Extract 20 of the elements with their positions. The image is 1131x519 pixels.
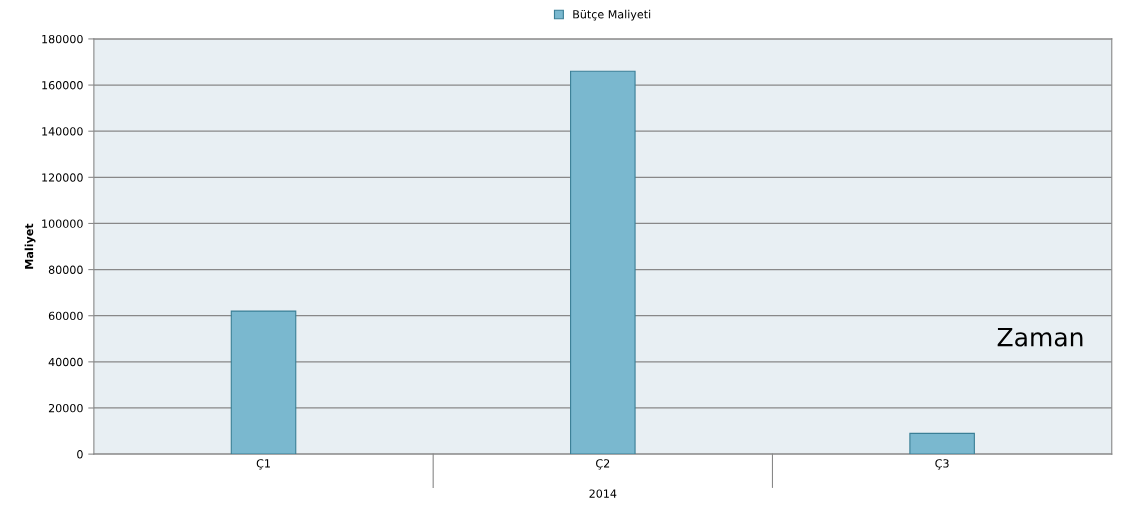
y-tick-label: 100000: [42, 219, 83, 228]
legend-label: Bütçe Maliyeti: [573, 9, 651, 21]
y-tick-label: 40000: [48, 357, 83, 367]
annotation: Zaman: [997, 327, 1083, 347]
x-axis-title: 2014: [589, 489, 617, 498]
y-tick-label: 140000: [42, 127, 83, 136]
bar: [230, 310, 297, 455]
y-tick-label: 20000: [48, 403, 83, 413]
y-tick-label: 0: [77, 450, 83, 459]
y-tick-label: 60000: [48, 311, 83, 321]
bar: [909, 432, 975, 455]
y-tick-label: 120000: [42, 173, 83, 182]
x-tick-label: Ç1: [256, 459, 270, 470]
bar: [570, 70, 636, 455]
x-tick-label: Ç3: [935, 459, 949, 470]
y-axis-title: Maliyet: [24, 223, 36, 269]
x-tick-label: Ç2: [596, 459, 610, 470]
y-tick-label: 80000: [48, 265, 83, 274]
y-tick-label: 180000: [42, 34, 83, 44]
y-tick-label: 160000: [42, 81, 83, 90]
